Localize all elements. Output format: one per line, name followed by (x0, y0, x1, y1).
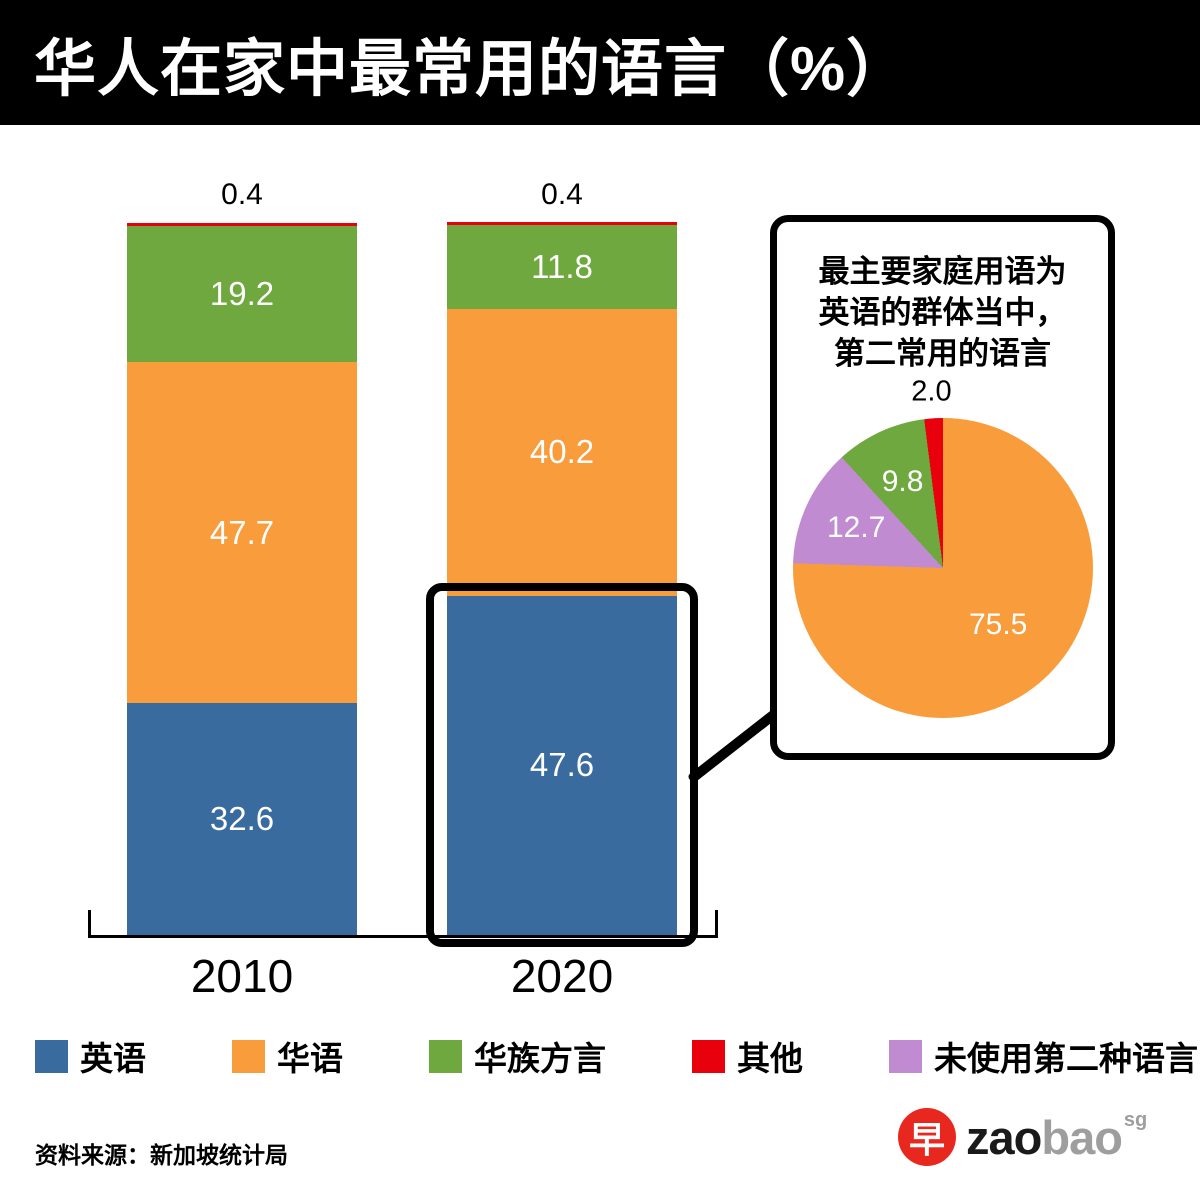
bar-top-label-2020: 0.4 (541, 178, 583, 211)
pie-graphic (792, 418, 1093, 718)
legend-swatch-other (692, 1039, 725, 1073)
pie-label-华族方言: 9.8 (881, 464, 924, 498)
zaobao-wordmark: zaobao sg (966, 1109, 1147, 1165)
bar-2010: 0.4 32.6 47.7 19.2 2010 (127, 178, 357, 1002)
legend-item-other: 其他 (692, 1032, 803, 1080)
bar-top-label-2010: 0.4 (221, 178, 263, 211)
bar-stack-2010: 32.6 47.7 19.2 (127, 222, 357, 935)
zaobao-logo: 早 zaobao sg (898, 1108, 1147, 1166)
legend-label-mandarin: 华语 (277, 1040, 343, 1077)
bar-stack-2020: 47.6 40.2 11.8 (447, 222, 677, 935)
pie-chart: 75.5 12.7 9.8 2.0 (792, 376, 1093, 718)
pie-label-华语: 75.5 (968, 608, 1028, 642)
inset-panel: 最主要家庭用语为 英语的群体当中， 第二常用的语言 75.5 12.7 9.8 2.0 (770, 215, 1115, 760)
legend-item-english: 英语 (35, 1032, 146, 1080)
axis-tick-right (715, 910, 718, 938)
zaobao-wordmark-zao: zao (966, 1111, 1042, 1164)
chart-title: 华人在家中最常用的语言（%） (34, 34, 910, 104)
bar-segment-2010-其他 (127, 222, 357, 226)
legend-label-english: 英语 (80, 1040, 146, 1077)
bar-value-label: 11.8 (531, 247, 593, 285)
x-axis-line (88, 935, 718, 938)
bar-segment-2020-华语: 40.2 (447, 309, 677, 596)
bar-segment-2020-其他 (447, 222, 677, 225)
x-axis-label-2010: 2010 (190, 950, 294, 1002)
axis-tick-left (88, 910, 91, 938)
x-axis-label-2020: 2020 (510, 950, 614, 1002)
zaobao-wordmark-bao: bao (1041, 1111, 1123, 1164)
bar-segment-2020-英语: 47.6 (447, 595, 677, 935)
bar-2020: 0.4 47.6 40.2 11.8 2020 (447, 178, 677, 1002)
stacked-bar-chart: 0.4 32.6 47.7 19.2 2010 0.4 47.6 40.2 11.8 2… (88, 178, 718, 1002)
inset-title-line-3: 第二常用的语言 (834, 335, 1051, 371)
bar-segment-2010-英语: 32.6 (127, 702, 357, 935)
bar-value-label: 47.6 (529, 746, 595, 784)
title-bar: 华人在家中最常用的语言（%） (0, 0, 1200, 125)
legend-swatch-mandarin (232, 1039, 265, 1073)
zaobao-logo-icon: 早 (898, 1108, 956, 1166)
bar-value-label: 32.6 (209, 799, 275, 837)
pie-label-未使用第二种语言: 12.7 (826, 511, 886, 545)
legend: 英语 华语 华族方言 其他 未使用第二种语言 (35, 1032, 1198, 1080)
bar-segment-2010-华语: 47.7 (127, 362, 357, 703)
bar-segment-2010-华族方言: 19.2 (127, 225, 357, 363)
zaobao-wordmark-sg: sg (1123, 1109, 1148, 1131)
legend-item-no-second-language: 未使用第二种语言 (889, 1032, 1198, 1080)
inset-title: 最主要家庭用语为 英语的群体当中， 第二常用的语言 (777, 222, 1108, 375)
bar-value-label: 40.2 (529, 433, 595, 471)
bar-value-label: 19.2 (209, 275, 275, 313)
inset-title-line-1: 最主要家庭用语为 (818, 254, 1067, 289)
inset-title-line-2: 英语的群体当中， (818, 294, 1067, 330)
bar-segment-2020-华族方言: 11.8 (447, 224, 677, 309)
pie-label-其他: 2.0 (911, 375, 952, 408)
legend-label-other: 其他 (737, 1040, 803, 1077)
legend-label-dialect: 华族方言 (474, 1040, 606, 1077)
source-note: 资料来源：新加坡统计局 (35, 1142, 288, 1168)
legend-label-no-second-language: 未使用第二种语言 (934, 1040, 1198, 1077)
legend-swatch-dialect (429, 1039, 462, 1073)
bar-value-label: 47.7 (209, 513, 275, 551)
legend-swatch-english (35, 1039, 68, 1073)
legend-item-dialect: 华族方言 (429, 1032, 606, 1080)
legend-item-mandarin: 华语 (232, 1032, 343, 1080)
highlight-box-2020-english (426, 582, 698, 947)
legend-swatch-no-second-language (889, 1039, 922, 1073)
